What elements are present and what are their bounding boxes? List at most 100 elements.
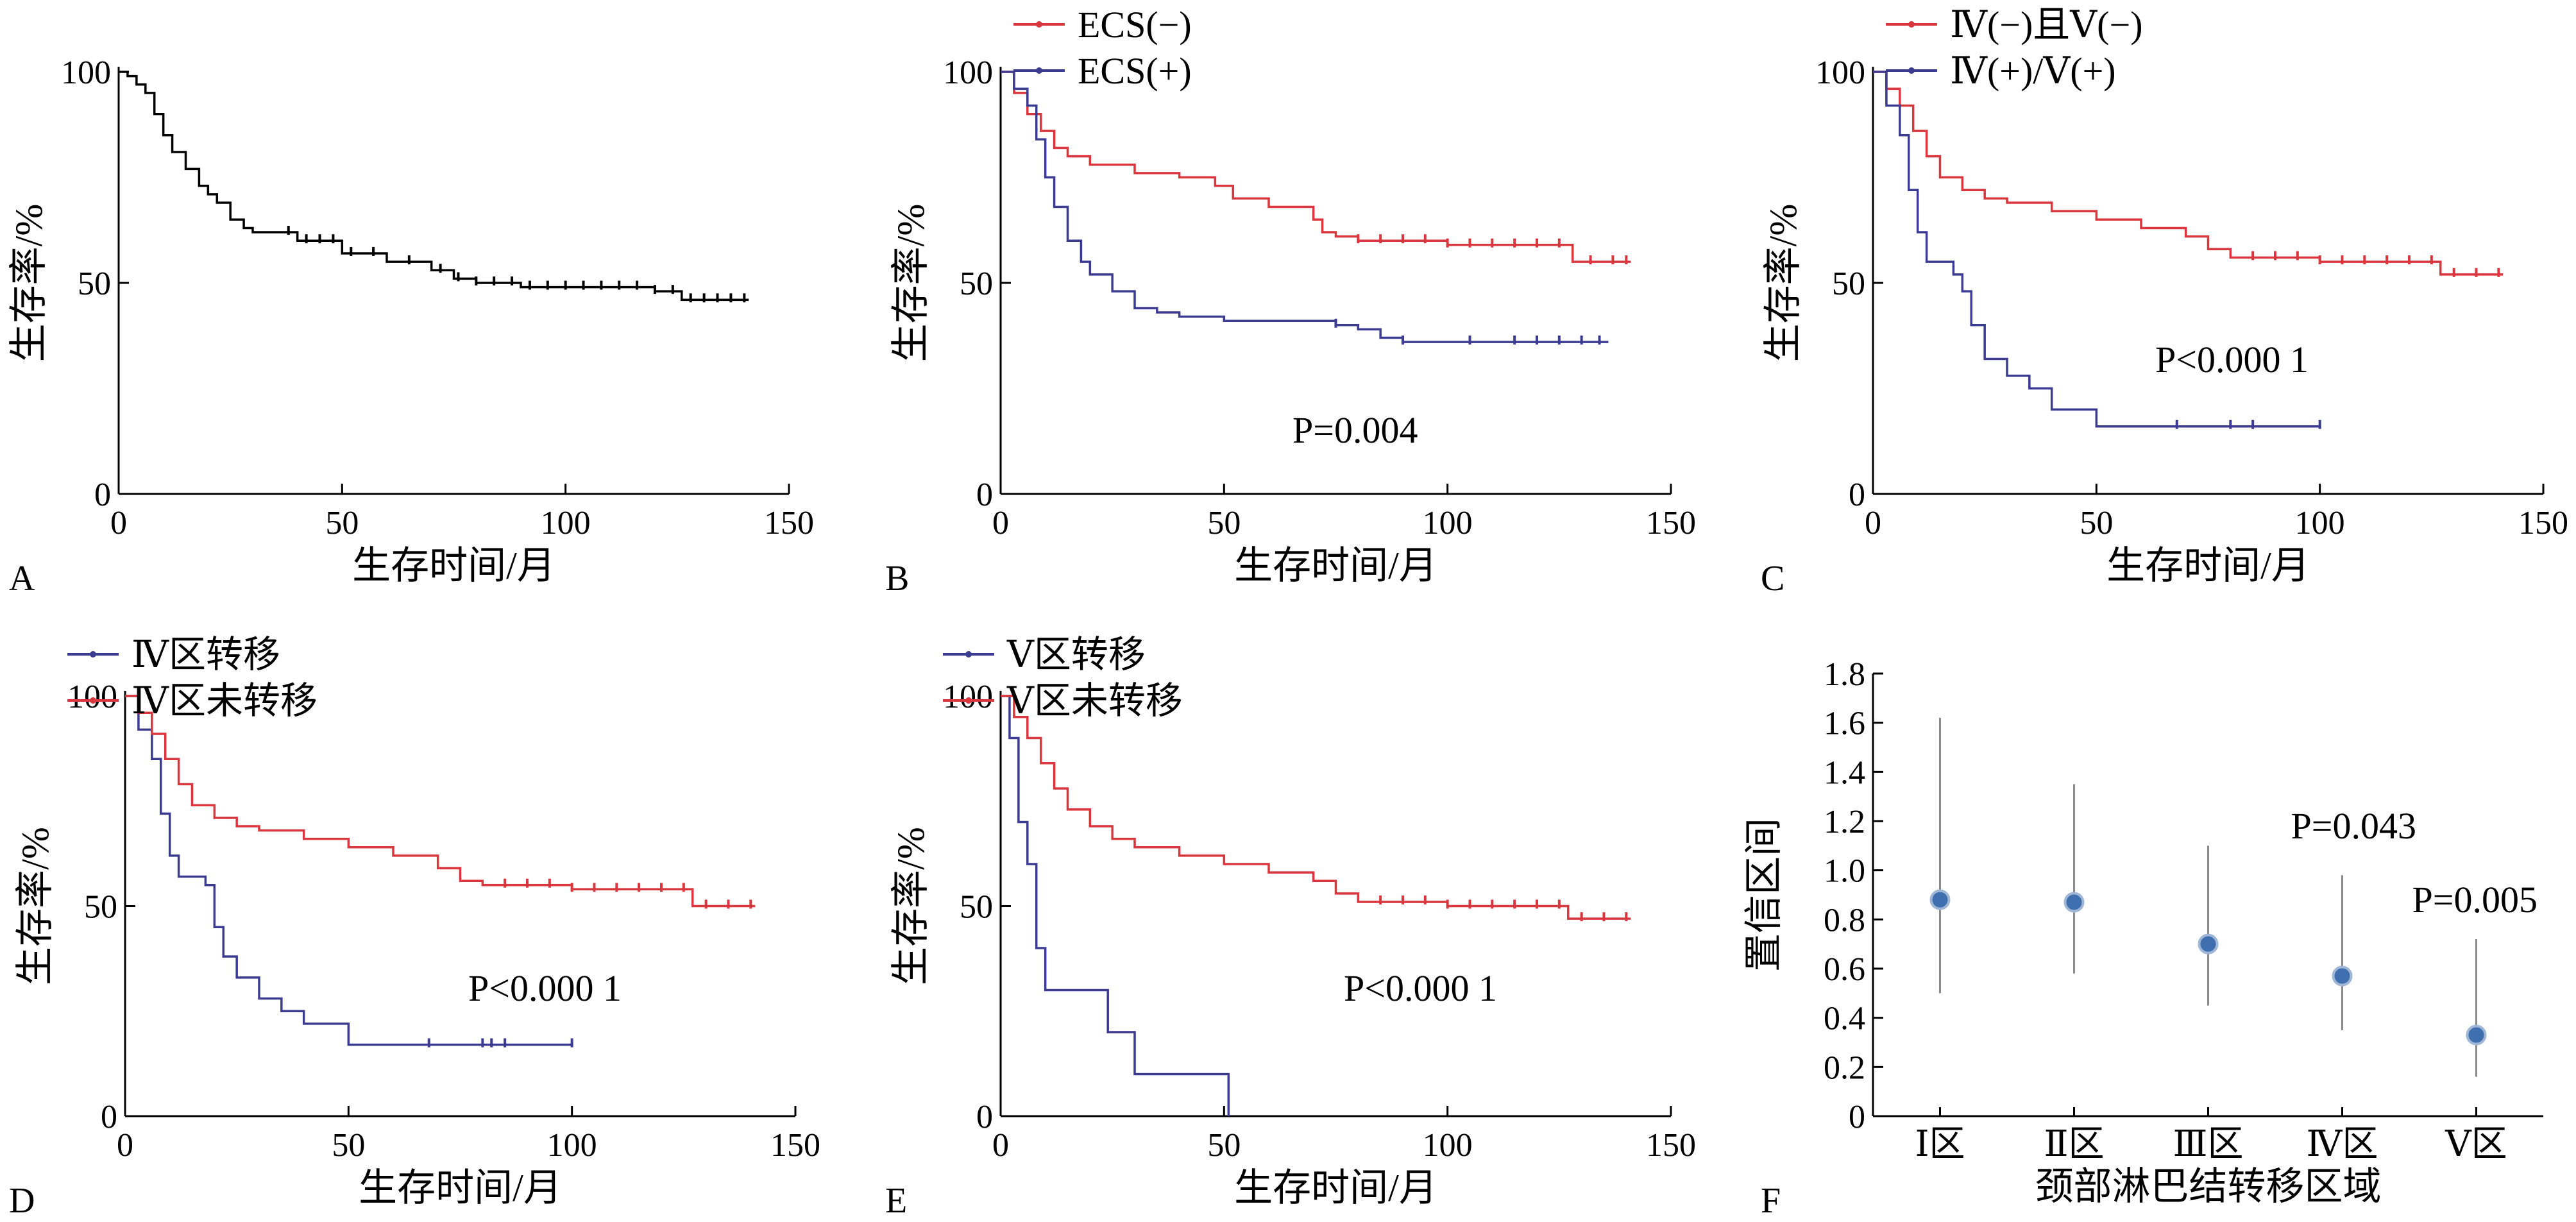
legend-label: Ⅳ(−)且Ⅴ(−) bbox=[1950, 4, 2143, 46]
y-axis-title: 生存率/% bbox=[8, 204, 50, 362]
x-tick-label: 0 bbox=[992, 1127, 1009, 1164]
y-axis-title: 生存率/% bbox=[14, 827, 56, 985]
p-value-annotation: P<0.000 1 bbox=[1344, 967, 1497, 1009]
series-line-1 bbox=[1873, 71, 2320, 428]
series-line-0 bbox=[119, 71, 749, 301]
y-tick-label: 0.8 bbox=[1824, 902, 1865, 938]
x-tick-label: 50 bbox=[1207, 1127, 1241, 1164]
x-tick-label: 0 bbox=[110, 505, 127, 541]
y-tick-label: 50 bbox=[960, 889, 993, 926]
y-tick-label: 50 bbox=[960, 266, 993, 302]
y-tick-label: 100 bbox=[1815, 55, 1865, 91]
legend-label: Ⅳ区未转移 bbox=[131, 680, 318, 722]
x-tick-label: 0 bbox=[117, 1127, 133, 1164]
panel-label-f: F bbox=[1761, 1181, 1781, 1221]
legend-label: ECS(−) bbox=[1078, 4, 1192, 46]
y-tick-label: 0 bbox=[976, 1099, 993, 1135]
y-tick-label: 50 bbox=[1832, 266, 1865, 302]
x-axis-title: 生存时间/月 bbox=[352, 545, 555, 587]
y-axis-title: 生存率/% bbox=[1762, 204, 1804, 362]
y-axis-title: 生存率/% bbox=[890, 204, 932, 362]
series-line-0 bbox=[1001, 71, 1631, 263]
legend-label: Ⅴ区未转移 bbox=[1006, 680, 1183, 722]
panel-f: 0 0.2 0.4 0.6 0.8 1.0 1.2 1.4 1.6 1.8 Ⅰ区 Ⅱ区 Ⅲ区 Ⅳ区 Ⅴ区颈部… bbox=[1743, 656, 2543, 1208]
estimate-point bbox=[2198, 933, 2219, 955]
x-tick-label: 50 bbox=[332, 1127, 365, 1164]
category-label: Ⅱ区 bbox=[2044, 1124, 2104, 1164]
series-line-0 bbox=[1001, 695, 1230, 1116]
x-tick-label: 50 bbox=[1207, 505, 1241, 541]
legend-label: Ⅳ区转移 bbox=[131, 634, 280, 675]
y-tick-label: 0.2 bbox=[1824, 1049, 1865, 1086]
x-tick-label: 100 bbox=[1423, 505, 1473, 541]
y-tick-label: 0 bbox=[94, 477, 111, 513]
estimate-point bbox=[2332, 965, 2353, 987]
p-value-annotation: P=0.004 bbox=[1292, 409, 1418, 451]
panel-a: 0 50 100 0 50 100 150 生存时间/月 生存率/% bbox=[8, 55, 814, 587]
x-tick-label: 150 bbox=[770, 1127, 820, 1164]
series-line-0 bbox=[1873, 71, 2504, 276]
panel-d: 0 50 100 0 50 100 150 生存时间/月 生存率/% Ⅳ区转移 Ⅳ区未转移 P<0.0… bbox=[14, 634, 820, 1209]
y-tick-label: 0 bbox=[101, 1099, 117, 1135]
legend-marker bbox=[1036, 67, 1042, 74]
x-tick-label: 150 bbox=[2518, 505, 2568, 541]
p-value-annotation: P=0.005 bbox=[2412, 879, 2538, 921]
panel-c: 0 50 100 0 50 100 150 生存时间/月 生存率/% Ⅳ(−)且Ⅴ(−)Ⅳ(+)/… bbox=[1762, 4, 2568, 587]
legend-label: Ⅴ区转移 bbox=[1006, 634, 1146, 675]
y-tick-label: 50 bbox=[84, 889, 117, 926]
x-tick-label: 100 bbox=[541, 505, 591, 541]
x-tick-label: 150 bbox=[1646, 505, 1696, 541]
x-axis-title: 生存时间/月 bbox=[2106, 545, 2310, 587]
category-label: Ⅰ区 bbox=[1915, 1124, 1965, 1164]
series-line-1 bbox=[1001, 71, 1609, 343]
panel-label-b: B bbox=[885, 559, 909, 598]
y-tick-label: 1.6 bbox=[1824, 706, 1865, 742]
panel-b: 0 50 100 0 50 100 150 生存时间/月 生存率/% ECS(−)ECS(+) P=… bbox=[890, 4, 1696, 587]
p-value-annotation: P=0.043 bbox=[2291, 805, 2416, 847]
x-axis-title: 生存时间/月 bbox=[359, 1167, 562, 1209]
x-tick-label: 50 bbox=[2080, 505, 2113, 541]
x-tick-label: 100 bbox=[2295, 505, 2345, 541]
p-value-annotation: P<0.000 1 bbox=[2155, 339, 2309, 380]
x-axis-title: 生存时间/月 bbox=[1234, 1167, 1437, 1209]
series-line-1 bbox=[1001, 695, 1631, 920]
estimate-point bbox=[2466, 1024, 2487, 1046]
y-tick-label: 1.4 bbox=[1824, 754, 1865, 791]
y-tick-label: 100 bbox=[61, 55, 111, 91]
category-label: Ⅳ区 bbox=[2307, 1124, 2378, 1164]
legend-marker bbox=[965, 697, 972, 704]
y-tick-label: 1.2 bbox=[1824, 804, 1865, 840]
y-tick-label: 0.6 bbox=[1824, 951, 1865, 988]
y-tick-label: 50 bbox=[78, 266, 111, 302]
category-label: Ⅴ区 bbox=[2445, 1124, 2507, 1164]
series-line-1 bbox=[125, 695, 756, 908]
panel-label-a: A bbox=[9, 559, 35, 598]
series-line-0 bbox=[125, 695, 572, 1046]
y-tick-label: 0 bbox=[976, 477, 993, 513]
y-tick-label: 1.8 bbox=[1824, 656, 1865, 693]
legend-marker bbox=[1908, 21, 1915, 28]
panel-e: 0 50 100 0 50 100 150 生存时间/月 生存率/% Ⅴ区转移 Ⅴ区未转移 P<0.0… bbox=[890, 634, 1696, 1209]
p-value-annotation: P<0.000 1 bbox=[468, 967, 622, 1009]
legend-label: ECS(+) bbox=[1078, 50, 1192, 92]
y-tick-label: 0 bbox=[1849, 1099, 1865, 1135]
x-tick-label: 100 bbox=[1423, 1127, 1473, 1164]
y-tick-label: 0.4 bbox=[1824, 1001, 1865, 1037]
legend-marker bbox=[965, 651, 972, 658]
y-tick-label: 1.0 bbox=[1824, 853, 1865, 890]
x-tick-label: 0 bbox=[992, 505, 1009, 541]
legend-label: Ⅳ(+)/Ⅴ(+) bbox=[1950, 50, 2116, 92]
x-tick-label: 150 bbox=[1646, 1127, 1696, 1164]
estimate-point bbox=[1929, 889, 1951, 910]
y-tick-label: 100 bbox=[943, 55, 993, 91]
category-label: Ⅲ区 bbox=[2173, 1124, 2243, 1164]
legend-marker bbox=[90, 651, 96, 658]
y-tick-label: 0 bbox=[1849, 477, 1865, 513]
x-tick-label: 50 bbox=[325, 505, 359, 541]
panel-label-e: E bbox=[885, 1181, 907, 1221]
panel-label-c: C bbox=[1761, 559, 1784, 598]
y-axis-title: 置信区间 bbox=[1743, 818, 1785, 972]
legend-marker bbox=[1036, 21, 1042, 28]
estimate-point bbox=[2063, 892, 2085, 913]
